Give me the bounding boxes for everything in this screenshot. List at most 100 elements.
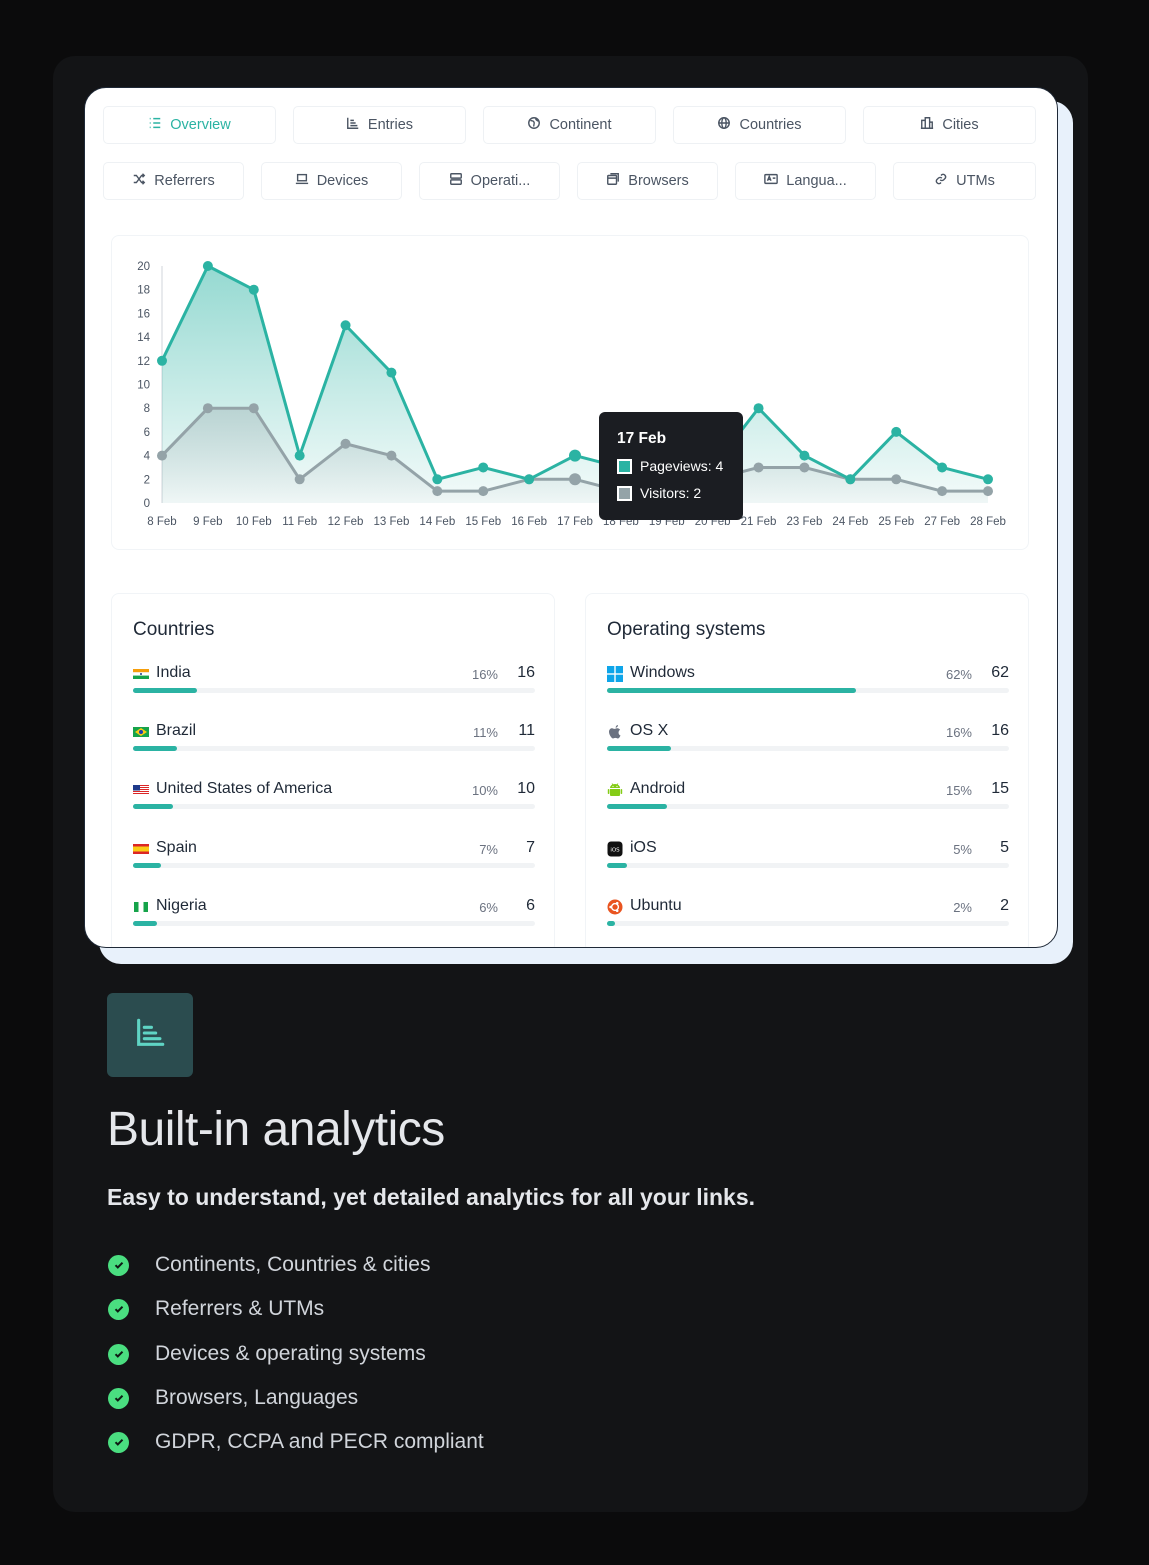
data-point-visitors	[569, 473, 581, 486]
tab-referrers[interactable]: Referrers	[103, 162, 244, 200]
list-item[interactable]: Ubuntu 2% 2	[607, 897, 1009, 937]
list-item[interactable]: Brazil 11% 11	[133, 722, 535, 762]
tab-utms[interactable]: UTMs	[893, 162, 1036, 200]
list-item[interactable]: Windows 62% 62	[607, 664, 1009, 704]
data-point-visitors	[248, 403, 259, 414]
progress-fill	[133, 804, 174, 810]
data-point-pageviews	[937, 462, 948, 473]
x-tick-label: 25 Feb	[878, 516, 914, 528]
ubuntu-icon	[607, 899, 623, 915]
feature-item: Devices & operating systems	[108, 1340, 426, 1368]
tab-browsers[interactable]: Browsers	[577, 162, 718, 200]
progress-track	[133, 920, 535, 926]
item-count: 11	[518, 722, 535, 740]
item-label: OS X	[630, 722, 669, 740]
visitors-swatch	[617, 485, 632, 501]
tab-label: Browsers	[628, 173, 689, 189]
y-tick-label: 18	[137, 285, 150, 297]
y-tick-label: 12	[137, 356, 150, 368]
x-tick-label: 24 Feb	[832, 516, 868, 528]
nigeria-flag-icon	[133, 899, 149, 915]
data-point-visitors	[432, 486, 443, 497]
item-count: 2	[1000, 896, 1009, 914]
data-point-visitors	[753, 462, 764, 473]
item-count: 16	[991, 722, 1009, 740]
data-point-pageviews	[202, 261, 213, 271]
data-point-pageviews	[294, 450, 305, 461]
tab-label: Cities	[942, 117, 979, 133]
data-point-pageviews	[753, 403, 764, 414]
tab-continent[interactable]: Continent	[483, 106, 656, 144]
list-item[interactable]: United States of America 10% 10	[133, 780, 535, 820]
item-percent: 62%	[945, 667, 972, 682]
data-point-visitors	[202, 403, 213, 414]
usa-flag-icon	[133, 782, 149, 798]
item-label: Brazil	[156, 722, 197, 740]
item-count: 6	[526, 896, 535, 914]
item-percent: 10%	[471, 783, 498, 799]
section-title: Built-in analytics	[107, 1103, 445, 1156]
shuffle-icon	[132, 172, 146, 190]
item-count: 7	[526, 838, 535, 856]
ios-icon: iOS	[607, 841, 623, 857]
check-icon	[108, 1298, 129, 1320]
chart-container: 0 2 4 6 8 10 12 14 16 18 20 8 Feb 9 Feb 10 Feb 11 Feb 1…	[111, 235, 1029, 550]
browser-icon	[606, 172, 620, 190]
list-item[interactable]: Spain 7% 7	[133, 839, 535, 879]
feature-item: Browsers, Languages	[108, 1384, 358, 1412]
list-item[interactable]: Nigeria 6% 6	[133, 897, 535, 937]
x-tick-label: 14 Feb	[419, 516, 455, 528]
data-point-pageviews	[891, 426, 902, 437]
brazil-flag-icon	[133, 724, 149, 740]
os-panel: Operating systems Windows 62% 62 OS X 16% 16 A…	[585, 593, 1029, 947]
tooltip-pageviews-text: Pageviews: 4	[640, 458, 724, 474]
progress-track	[133, 746, 535, 752]
data-point-pageviews	[340, 320, 351, 331]
feature-text: Browsers, Languages	[155, 1386, 359, 1409]
x-tick-label: 11 Feb	[282, 516, 317, 528]
tab-cities[interactable]: Cities	[863, 106, 1036, 144]
item-percent: 16%	[945, 725, 972, 741]
check-icon	[108, 1431, 129, 1453]
progress-track	[133, 688, 535, 693]
globe-grid-icon	[717, 116, 731, 134]
data-point-visitors	[294, 474, 305, 485]
data-point-visitors	[478, 486, 489, 497]
list-item[interactable]: iOS iOS 5% 5	[607, 839, 1009, 879]
svg-text:iOS: iOS	[610, 847, 620, 853]
list-item[interactable]: Android 15% 15	[607, 780, 1009, 820]
y-tick-label: 2	[144, 474, 150, 486]
data-point-visitors	[340, 438, 351, 449]
apple-icon	[607, 724, 623, 740]
check-icon	[108, 1254, 129, 1276]
tab-countries[interactable]: Countries	[673, 106, 846, 144]
tab-devices[interactable]: Devices	[261, 162, 402, 200]
item-label: Nigeria	[156, 896, 207, 914]
tooltip-pageviews: Pageviews: 4	[617, 458, 723, 474]
pageviews-swatch	[617, 458, 632, 474]
list-icon	[148, 116, 162, 134]
data-point-visitors	[386, 450, 397, 461]
progress-fill	[607, 862, 628, 868]
tab-languages[interactable]: Langua...	[735, 162, 876, 200]
x-tick-label: 10 Feb	[236, 516, 272, 528]
tab-entries[interactable]: Entries	[293, 106, 466, 144]
feature-icon-tile	[107, 993, 193, 1077]
tab-operating-systems[interactable]: Operati...	[419, 162, 560, 200]
item-percent: 11%	[472, 725, 498, 741]
progress-track	[133, 804, 535, 810]
line-chart: 0 2 4 6 8 10 12 14 16 18 20 8 Feb 9 Feb 10 Feb 11 Feb 1…	[137, 261, 1006, 528]
tab-overview[interactable]: Overview	[103, 106, 276, 144]
x-tick-label: 23 Feb	[787, 516, 823, 528]
item-count: 5	[1000, 838, 1009, 856]
data-point-pageviews	[845, 474, 856, 485]
progress-track	[607, 920, 1009, 926]
item-count: 62	[991, 664, 1009, 681]
feature-item: Referrers & UTMs	[108, 1295, 324, 1323]
list-item[interactable]: India 16% 16	[132, 664, 535, 704]
progress-track	[133, 862, 535, 868]
y-tick-label: 0	[144, 498, 150, 510]
feature-text: Continents, Countries & cities	[155, 1253, 431, 1276]
list-item[interactable]: OS X 16% 16	[607, 722, 1009, 762]
progress-fill	[133, 920, 158, 926]
